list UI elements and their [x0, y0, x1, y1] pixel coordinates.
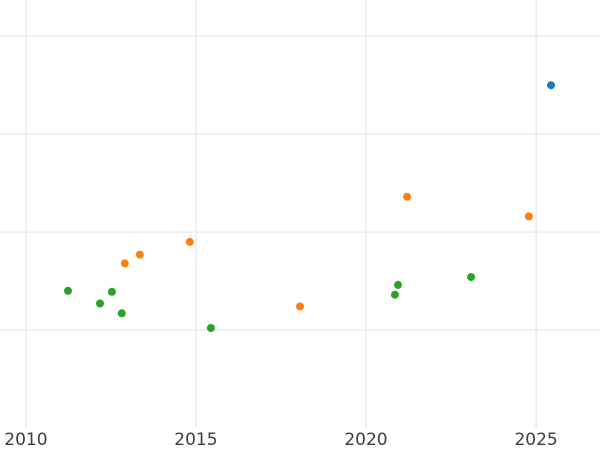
- data-point-green: [117, 309, 126, 318]
- data-point-orange: [185, 237, 194, 246]
- axis-ticks: [25, 423, 537, 427]
- data-point-orange: [403, 192, 412, 201]
- x-tick-label: 2020: [344, 430, 387, 450]
- data-point-green: [206, 324, 215, 332]
- data-point-green: [394, 280, 402, 289]
- gridlines: [0, 0, 600, 423]
- data-point-orange: [524, 212, 533, 221]
- x-axis-labels: 2010 2015 2020 2025: [4, 430, 557, 450]
- x-tick-label: 2025: [514, 430, 557, 450]
- data-point-green: [96, 299, 104, 308]
- data-point-green: [64, 286, 72, 295]
- data-point-green: [467, 273, 476, 282]
- data-point-green: [390, 290, 399, 299]
- data-point-orange: [296, 302, 304, 311]
- data-points: [64, 81, 555, 332]
- data-point-orange: [120, 259, 129, 268]
- x-tick-label: 2015: [174, 430, 217, 450]
- data-point-blue: [547, 81, 555, 90]
- data-point-green: [107, 287, 116, 296]
- x-tick-label: 2010: [4, 430, 47, 450]
- data-point-orange: [135, 250, 144, 259]
